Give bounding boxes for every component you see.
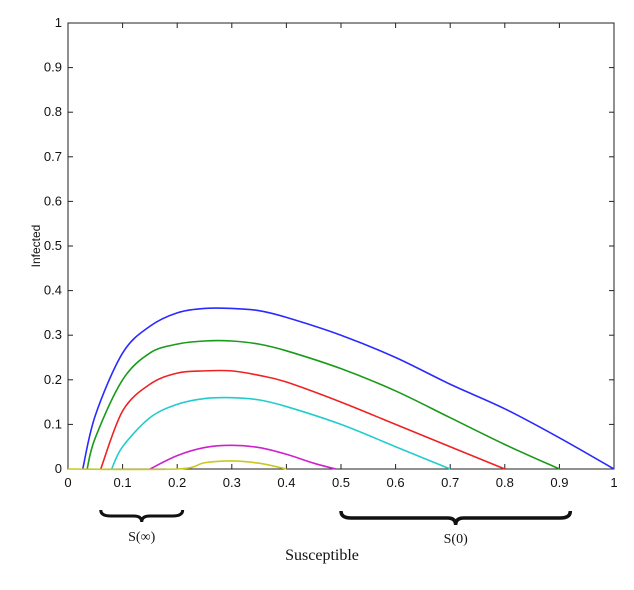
y-tick-label: 0.5 bbox=[44, 238, 62, 253]
y-tick-label: 0.6 bbox=[44, 193, 62, 208]
x-tick-label: 0.4 bbox=[277, 475, 295, 490]
x-tick-label: 0.2 bbox=[168, 475, 186, 490]
y-tick-label: 0.8 bbox=[44, 104, 62, 119]
x-tick-label: 0.8 bbox=[496, 475, 514, 490]
x-axis-label: Susceptible bbox=[285, 547, 359, 564]
y-axis-label: Infected bbox=[29, 225, 43, 268]
x-tick-label: 0.7 bbox=[441, 475, 459, 490]
y-tick-label: 1 bbox=[55, 15, 62, 30]
x-tick-label: 0.5 bbox=[332, 475, 350, 490]
y-tick-label: 0 bbox=[55, 461, 62, 476]
series-line-3 bbox=[100, 369, 506, 470]
x-tick-label: 0.3 bbox=[223, 475, 241, 490]
annotation-s-infinity: S(∞) bbox=[128, 530, 155, 545]
series-line-6 bbox=[67, 460, 287, 471]
y-tick-labels: 0 0.1 0.2 0.3 0.4 0.5 0.6 0.7 0.8 0.9 1 bbox=[44, 15, 62, 476]
series-line-2 bbox=[86, 339, 560, 470]
y-tick-label: 0.7 bbox=[44, 149, 62, 164]
y-tick-label: 0.1 bbox=[44, 416, 62, 431]
series-lines bbox=[67, 307, 615, 471]
x-tick-labels: 0 0.1 0.2 0.3 0.4 0.5 0.6 0.7 0.8 0.9 1 bbox=[64, 475, 617, 490]
x-tick-label: 0.6 bbox=[387, 475, 405, 490]
annotation-s-zero: S(0) bbox=[444, 532, 468, 547]
y-tick-label: 0.2 bbox=[44, 372, 62, 387]
y-tick-label: 0.3 bbox=[44, 327, 62, 342]
brace-s-infinity bbox=[99, 509, 185, 523]
series-line-4 bbox=[110, 396, 451, 470]
series-line-5 bbox=[149, 444, 336, 470]
x-tick-label: 0 bbox=[64, 475, 71, 490]
x-tick-label: 1 bbox=[610, 475, 617, 490]
y-tick-label: 0.4 bbox=[44, 283, 62, 298]
series-line-1 bbox=[81, 307, 615, 470]
brace-s-zero bbox=[339, 510, 573, 526]
x-tick-label: 0.1 bbox=[114, 475, 132, 490]
x-tick-label: 0.9 bbox=[550, 475, 568, 490]
y-tick-label: 0.9 bbox=[44, 60, 62, 75]
